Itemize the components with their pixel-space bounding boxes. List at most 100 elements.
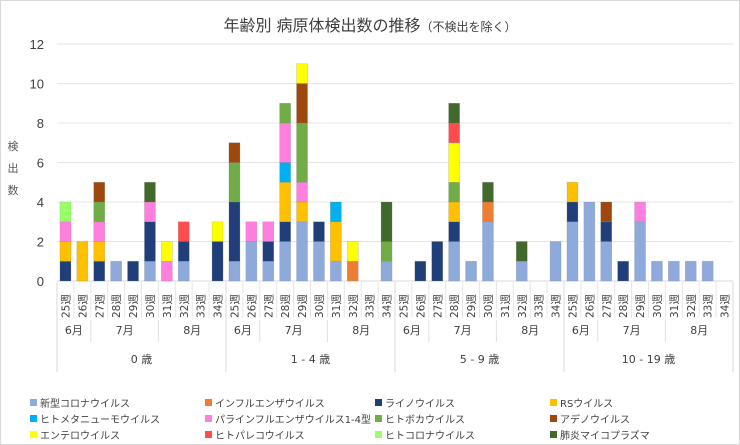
bar-segment [701, 260, 714, 282]
chart-title: 年齢別 病原体検出数の推移（不検出を除く） [0, 12, 740, 36]
legend-swatch [205, 431, 212, 438]
bar-segment [110, 260, 122, 282]
bar-segment [634, 201, 646, 223]
bar-segment [262, 241, 275, 262]
bar-segment [245, 221, 258, 242]
bar-segment [59, 241, 72, 262]
bar-segment [59, 260, 72, 282]
bar-segment [177, 221, 190, 242]
bar-segment [245, 241, 258, 282]
bar-segment [346, 241, 359, 262]
bar-segment [583, 201, 596, 282]
month-label: 7月 [285, 324, 303, 337]
bar-segment [228, 260, 241, 282]
bar-segment [93, 241, 106, 262]
legend-label: 新型コロナウイルス [40, 399, 130, 410]
bar-segment [93, 201, 106, 223]
bar-segment [228, 201, 241, 262]
week-tick-label: 26週 [77, 294, 89, 318]
bar-segment [634, 221, 646, 282]
legend-label: ヒトメタニューモウイルス [40, 415, 160, 426]
bar-segment [380, 241, 393, 262]
legend-item: ヒトパレコウイルス [205, 427, 305, 442]
bar-segment [93, 181, 106, 203]
bar-segment [127, 260, 139, 282]
bar-segment [228, 142, 241, 163]
legend-label: インフルエンザウイルス [215, 399, 325, 410]
legend-swatch [30, 415, 37, 422]
age-group-label: 5 - 9 歳 [460, 353, 499, 366]
month-label: 6月 [572, 324, 590, 337]
week-tick-label: 28週 [618, 294, 630, 318]
legend-label: ヒトパレコウイルス [215, 431, 305, 442]
legend-label: 肺炎マイコプラズマ [560, 431, 650, 442]
legend-label: エンテロウイルス [40, 431, 120, 442]
legend-swatch [375, 415, 382, 422]
legend-label: ライノウイルス [385, 399, 455, 410]
week-tick-label: 31週 [162, 294, 174, 318]
month-label: 6月 [65, 324, 83, 337]
bar-segment [448, 201, 460, 223]
legend-swatch [550, 431, 557, 438]
bar-segment [684, 260, 697, 282]
bar-segment [228, 162, 241, 203]
legend-item: 新型コロナウイルス [30, 395, 130, 410]
age-group-label: 1 - 4 歳 [291, 353, 330, 366]
bar-segment [566, 201, 579, 223]
bar-segment [600, 201, 613, 223]
chart-subtitle: （不検出を除く） [420, 20, 517, 34]
bar-segment [144, 221, 156, 262]
bar-segment [414, 260, 427, 282]
y-tick-label: 2 [37, 235, 44, 250]
bar-segment [279, 162, 291, 183]
week-tick-label: 33週 [703, 294, 715, 318]
legend-item: ヒトメタニューモウイルス [30, 411, 160, 426]
bar-segment [651, 260, 663, 282]
week-tick-label: 26週 [415, 294, 427, 318]
y-tick-label: 10 [30, 77, 44, 92]
week-tick-label: 29週 [466, 294, 478, 318]
week-tick-label: 29週 [297, 294, 309, 318]
bar-segment [296, 201, 308, 223]
legend-label: RSウイルス [560, 399, 614, 410]
bar-segment [262, 221, 275, 242]
bar-segment [482, 181, 494, 203]
legend-item: アデノウイルス [550, 411, 630, 426]
bar-segment [313, 221, 325, 242]
week-tick-label: 25週 [567, 294, 579, 318]
legend-label: パラインフルエンザウイルス1-4型 [215, 415, 372, 426]
bar-segment [346, 260, 359, 282]
bar-segment [330, 221, 342, 262]
bar-segment [448, 142, 460, 183]
legend-item: パラインフルエンザウイルス1-4型 [205, 411, 371, 426]
month-label: 8月 [183, 324, 201, 337]
bar-segment [93, 260, 106, 282]
week-tick-label: 33週 [534, 294, 546, 318]
week-tick-label: 25週 [229, 294, 241, 318]
legend-item: ヒトボカウイルス [375, 411, 465, 426]
bar-segment [600, 221, 613, 242]
legend-swatch [30, 431, 37, 438]
week-tick-label: 29週 [128, 294, 140, 318]
week-tick-label: 31週 [500, 294, 512, 318]
chart-title-main: 年齢別 病原体検出数の推移 [223, 16, 421, 35]
week-tick-label: 25週 [398, 294, 410, 318]
week-tick-label: 34週 [213, 294, 225, 318]
month-label: 6月 [234, 324, 252, 337]
legend-swatch [30, 399, 37, 406]
week-tick-label: 31週 [331, 294, 343, 318]
y-axis-label-char: 数 [8, 184, 19, 197]
bar-segment [380, 201, 393, 242]
y-tick-label: 0 [37, 274, 44, 289]
bar-segment [448, 122, 460, 144]
month-label: 8月 [521, 324, 539, 337]
month-label: 7月 [454, 324, 472, 337]
bar-segment [482, 221, 494, 282]
week-tick-label: 32週 [179, 294, 191, 318]
y-tick-label: 4 [37, 195, 44, 210]
week-tick-label: 32週 [348, 294, 360, 318]
week-tick-label: 32週 [517, 294, 529, 318]
bar-segment [279, 221, 291, 242]
month-label: 8月 [690, 324, 708, 337]
